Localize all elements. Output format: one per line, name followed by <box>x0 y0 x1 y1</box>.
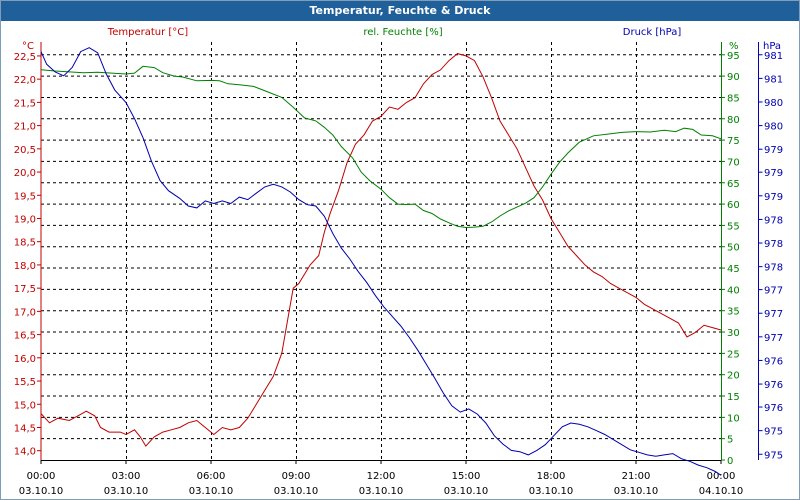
press-axis-title: Druck [hPa] <box>623 27 682 38</box>
axis-labels: °C Temperatur [°C] rel. Feuchte [%] Druc… <box>22 27 781 52</box>
x-tick-time-label: 03:00 <box>112 471 141 482</box>
press-tick-label: 980 <box>764 122 783 133</box>
temp-tick-label: 16,0 <box>14 354 36 365</box>
hum-tick-label: 60 <box>727 200 740 211</box>
hum-tick-label: 70 <box>727 157 740 168</box>
hum-axis-title: rel. Feuchte [%] <box>363 27 442 38</box>
hum-tick-label: 90 <box>727 72 740 83</box>
hum-tick-label: 5 <box>727 435 733 446</box>
temp-tick-label: 19,0 <box>14 214 36 225</box>
press-tick-label: 976 <box>764 356 783 367</box>
hum-tick-label: 40 <box>727 285 740 296</box>
press-tick-label: 978 <box>764 239 783 250</box>
hum-unit-label: % <box>729 41 739 52</box>
press-tick-label: 979 <box>764 145 783 156</box>
press-tick-label: 979 <box>764 192 783 203</box>
hum-tick-label: 95 <box>727 51 740 62</box>
x-tick-date-label: 03.10.10 <box>444 486 489 497</box>
series-line-hum <box>40 65 722 229</box>
hum-tick-label: 35 <box>727 307 740 318</box>
x-tick-time-label: 00:00 <box>707 471 736 482</box>
hum-tick-label: 20 <box>727 371 740 382</box>
series-line-press <box>40 47 722 476</box>
press-tick-label: 975 <box>764 450 783 461</box>
temp-unit-label: °C <box>22 41 34 52</box>
x-tick-date-label: 03.10.10 <box>189 486 234 497</box>
press-tick-label: 981 <box>764 51 783 62</box>
chart-title: Temperatur, Feuchte & Druck <box>1 1 799 21</box>
press-tick-label: 976 <box>764 380 783 391</box>
temp-tick-label: 18,0 <box>14 261 36 272</box>
temp-tick-label: 20,5 <box>14 145 36 156</box>
x-tick-date-label: 03.10.10 <box>359 486 404 497</box>
temp-tick-label: 21,5 <box>14 98 36 109</box>
temp-tick-label: 16,5 <box>14 331 36 342</box>
press-unit-label: hPa <box>763 41 781 52</box>
hum-tick-label: 15 <box>727 392 740 403</box>
press-tick-label: 977 <box>764 333 783 344</box>
press-tick-label: 975 <box>764 427 783 438</box>
x-tick-date-label: 03.10.10 <box>19 486 64 497</box>
hum-tick-label: 30 <box>727 328 740 339</box>
x-tick-time-label: 09:00 <box>282 471 311 482</box>
hum-tick-label: 65 <box>727 179 740 190</box>
temp-tick-label: 15,5 <box>14 377 36 388</box>
hum-tick-label: 10 <box>727 413 740 424</box>
press-tick-label: 977 <box>764 286 783 297</box>
x-tick-time-label: 15:00 <box>452 471 481 482</box>
press-tick-label: 981 <box>764 74 783 85</box>
temp-tick-label: 22,5 <box>14 52 36 63</box>
x-tick-time-label: 21:00 <box>622 471 651 482</box>
hum-tick-label: 0 <box>727 456 733 467</box>
hum-tick-label: 80 <box>727 115 740 126</box>
grid <box>41 42 721 460</box>
temp-tick-label: 15,0 <box>14 400 36 411</box>
temp-tick-label: 17,5 <box>14 284 36 295</box>
hum-tick-label: 45 <box>727 264 740 275</box>
temp-tick-label: 22,0 <box>14 75 36 86</box>
hum-tick-label: 55 <box>727 221 740 232</box>
hum-tick-label: 50 <box>727 243 740 254</box>
press-tick-label: 977 <box>764 309 783 320</box>
x-tick-time-label: 18:00 <box>537 471 566 482</box>
x-tick-time-label: 12:00 <box>367 471 396 482</box>
x-tick-date-label: 03.10.10 <box>104 486 149 497</box>
temp-tick-label: 14,0 <box>14 447 36 458</box>
temp-tick-label: 18,5 <box>14 238 36 249</box>
x-tick-date-label: 04.10.10 <box>699 486 744 497</box>
hum-tick-label: 85 <box>727 93 740 104</box>
x-tick-date-label: 03.10.10 <box>274 486 319 497</box>
temp-tick-label: 20,0 <box>14 168 36 179</box>
series-line-temp <box>40 53 722 447</box>
temp-axis-title: Temperatur [°C] <box>107 27 188 38</box>
press-tick-label: 979 <box>764 168 783 179</box>
x-tick-time-label: 06:00 <box>197 471 226 482</box>
x-tick-date-label: 03.10.10 <box>614 486 659 497</box>
press-tick-label: 976 <box>764 403 783 414</box>
x-tick-date-label: 03.10.10 <box>529 486 574 497</box>
press-tick-label: 980 <box>764 98 783 109</box>
temp-tick-label: 21,0 <box>14 122 36 133</box>
press-tick-label: 978 <box>764 215 783 226</box>
temp-tick-label: 19,5 <box>14 191 36 202</box>
hum-tick-label: 25 <box>727 349 740 360</box>
x-tick-time-label: 00:00 <box>27 471 56 482</box>
hum-tick-label: 75 <box>727 136 740 147</box>
series-layer <box>40 47 722 476</box>
temp-tick-label: 17,0 <box>14 307 36 318</box>
press-tick-label: 978 <box>764 263 783 274</box>
temp-tick-label: 14,5 <box>14 423 36 434</box>
axes: 22,5 22,0 21,5 21,0 20,5 20,0 19,5 19,0 18,5 18,0… <box>14 42 783 497</box>
